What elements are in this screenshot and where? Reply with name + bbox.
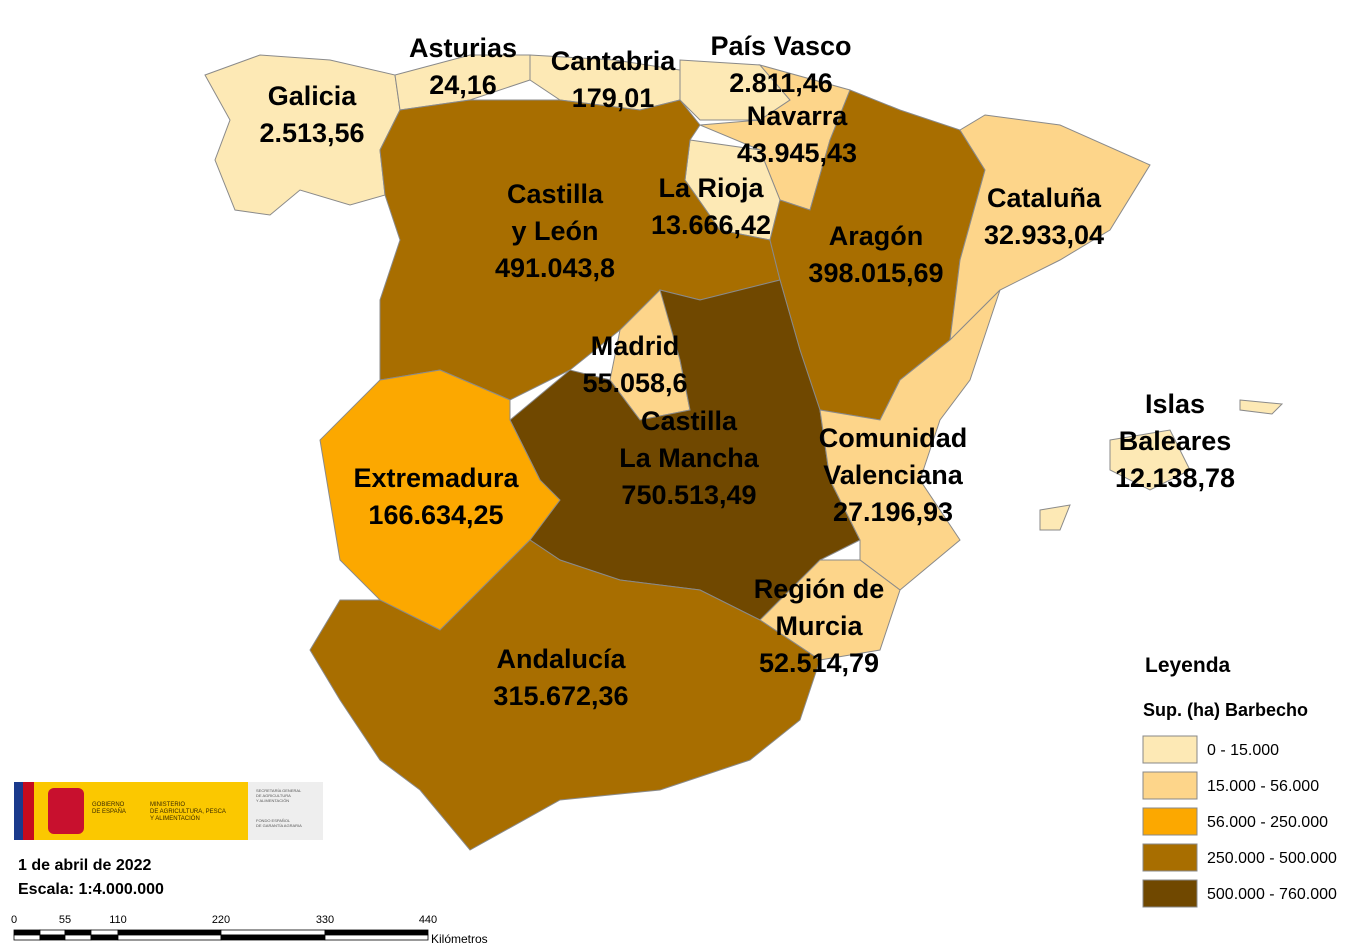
legend-label: 250.000 - 500.000	[1207, 850, 1337, 867]
scale-segment-bottom	[221, 935, 325, 940]
logo-text: DE GARANTÍA AGRARIA	[256, 823, 302, 828]
region-name: La Rioja	[658, 173, 764, 203]
logo-stripe	[14, 782, 23, 840]
legend-label: 15.000 - 56.000	[1207, 778, 1319, 795]
logo-text: DE AGRICULTURA, PESCA	[150, 809, 226, 815]
scale-segment-top	[65, 930, 91, 935]
region-value: 166.634,25	[368, 500, 503, 530]
region-name: Comunidad	[819, 423, 968, 453]
body: Galicia 2.513,56 Asturias 24,16 Cantabria 179…	[0, 0, 1361, 944]
region-name: Navarra	[747, 101, 849, 131]
region-value: 43.945,43	[737, 138, 857, 168]
scale-segment-bottom	[118, 935, 221, 940]
region-name: País Vasco	[710, 31, 851, 61]
scale-tick-label: 440	[419, 914, 437, 926]
region-value: 398.015,69	[808, 258, 943, 288]
region-value: 27.196,93	[833, 497, 953, 527]
legend-title: Leyenda	[1145, 654, 1231, 677]
scale-tick-label: 330	[316, 914, 334, 926]
scale-tick-label: 55	[59, 914, 71, 926]
scale-segment-top	[91, 930, 118, 935]
region-value: 32.933,04	[984, 220, 1104, 250]
scale-segment-top	[118, 930, 221, 935]
region-value: 2.811,46	[729, 68, 833, 98]
region-name: Asturias	[409, 33, 517, 63]
scale-segment-top	[14, 930, 40, 935]
map: Galicia 2.513,56 Asturias 24,16 Cantabria 179…	[0, 0, 1361, 944]
scale-tick-label: 110	[109, 914, 127, 926]
scale-segment-bottom	[91, 935, 118, 940]
region-value: 491.043,8	[495, 253, 615, 283]
logo-text: DE ESPAÑA	[92, 808, 126, 815]
region-name: Galicia	[268, 81, 358, 111]
legend-label: 500.000 - 760.000	[1207, 886, 1337, 903]
region-name: Cantabria	[551, 46, 677, 76]
region-value: 55.058,6	[582, 368, 687, 398]
region-name: Extremadura	[353, 463, 519, 493]
region-name: Andalucía	[496, 644, 626, 674]
scale-segment-bottom	[14, 935, 40, 940]
region-name: Aragón	[829, 221, 924, 251]
legend-label: 0 - 15.000	[1207, 742, 1279, 759]
region-name: Castilla	[507, 179, 604, 209]
logo-text: Y ALIMENTACIÓN	[150, 815, 200, 822]
logo-text: MINISTERIO	[150, 802, 185, 808]
region-value: 12.138,78	[1115, 463, 1235, 493]
region-name: Islas	[1145, 389, 1205, 419]
scale-unit: Kilómetros	[431, 932, 488, 944]
region-name: Murcia	[775, 611, 863, 641]
region-value: 13.666,42	[651, 210, 771, 240]
date: 1 de abril de 2022	[18, 857, 152, 874]
region-value: 179,01	[572, 83, 655, 113]
region-name: y León	[511, 216, 598, 246]
logo-text: Y ALIMENTACIÓN	[256, 798, 289, 803]
scale-segment-bottom	[65, 935, 91, 940]
region-value: 315.672,36	[493, 681, 628, 711]
page: Superficie de barbecho por comunidad aut…	[0, 0, 1361, 944]
region-value: 2.513,56	[259, 118, 364, 148]
logo-stripe	[23, 782, 34, 840]
legend-swatch	[1143, 880, 1197, 907]
scale-segment-bottom	[40, 935, 65, 940]
legend-label: 56.000 - 250.000	[1207, 814, 1328, 831]
scale-tick-label: 220	[212, 914, 230, 926]
region-name: Madrid	[591, 331, 680, 361]
scale-segment-top	[221, 930, 325, 935]
scale-segment-bottom	[325, 935, 428, 940]
scale-segment-top	[40, 930, 65, 935]
scale-segment-top	[325, 930, 428, 935]
region-name: Castilla	[641, 406, 738, 436]
region-name: Valenciana	[823, 460, 964, 490]
region-value: 52.514,79	[759, 648, 879, 678]
legend-swatch	[1143, 844, 1197, 871]
legend-subtitle: Sup. (ha) Barbecho	[1143, 700, 1308, 720]
logo-text: GOBIERNO	[92, 802, 125, 808]
scale-tick-label: 0	[11, 914, 17, 926]
region-value: 750.513,49	[621, 480, 756, 510]
region-name: Región de	[754, 574, 885, 604]
legend-swatch	[1143, 736, 1197, 763]
region-value: 24,16	[429, 70, 497, 100]
legend-swatch	[1143, 772, 1197, 799]
coat-of-arms	[48, 788, 84, 834]
region-name: La Mancha	[619, 443, 760, 473]
scale: Escala: 1:4.000.000	[18, 881, 164, 898]
region-name: Cataluña	[987, 183, 1102, 213]
legend-swatch	[1143, 808, 1197, 835]
region-name: Baleares	[1119, 426, 1232, 456]
